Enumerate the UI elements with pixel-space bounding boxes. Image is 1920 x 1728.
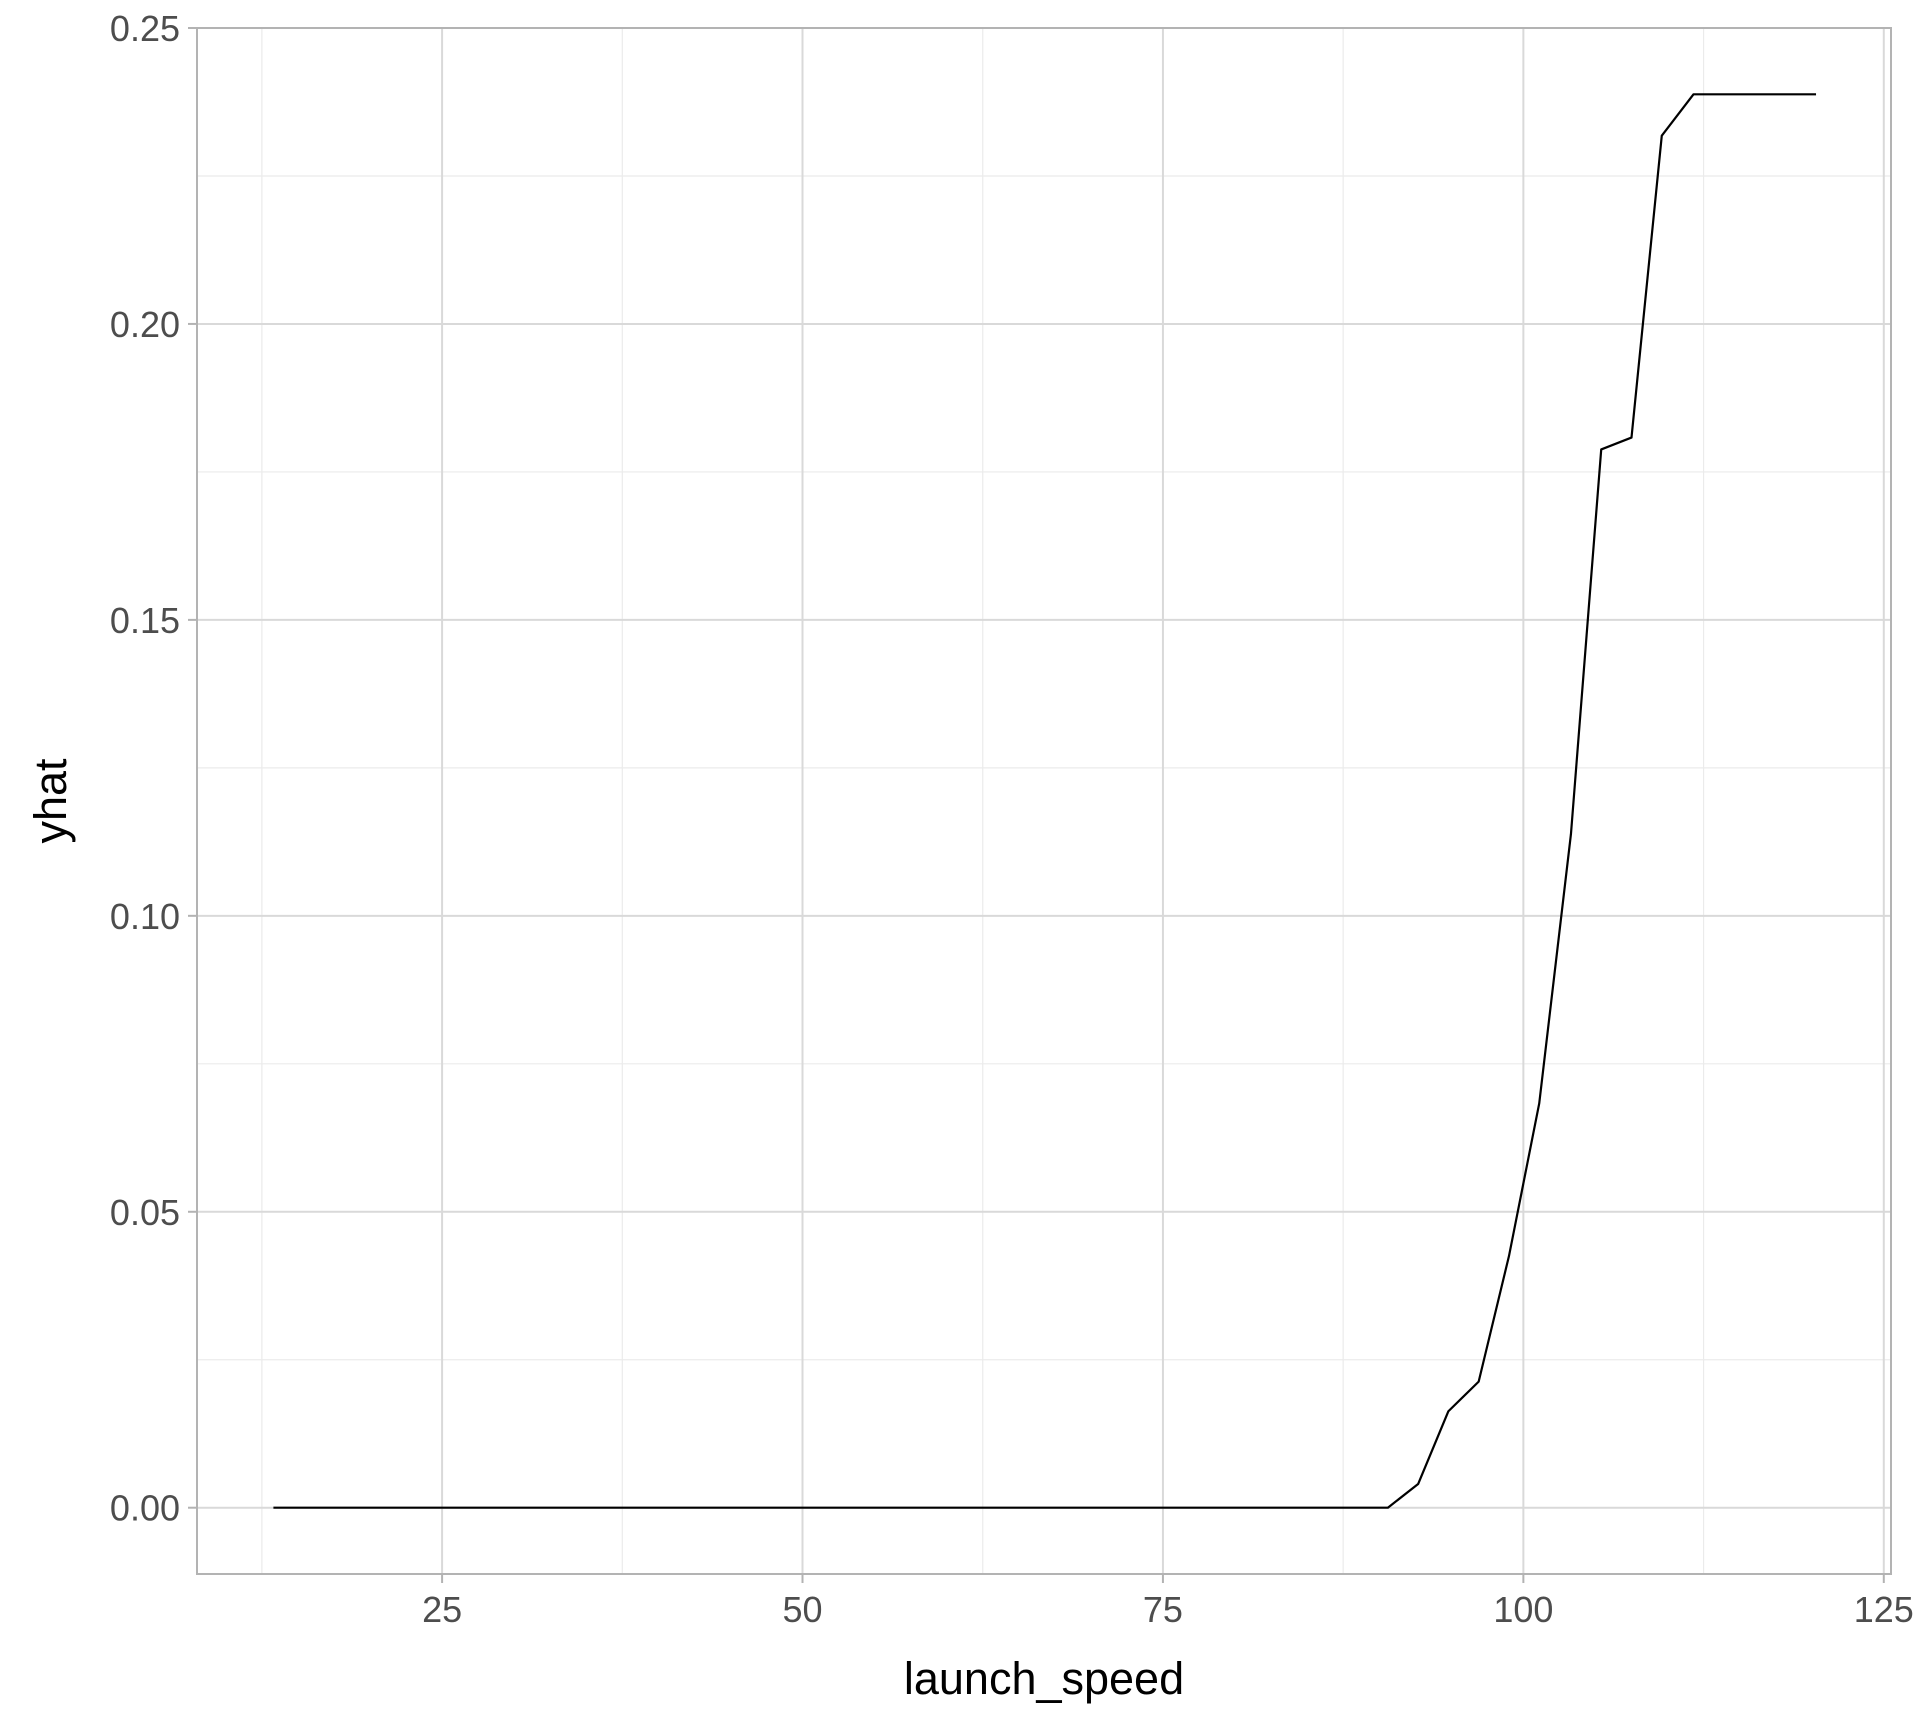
x-tick-label-4: 125: [1854, 1589, 1914, 1630]
y-tick-labels: 0.00 0.05 0.10 0.15 0.20 0.25: [110, 8, 180, 1529]
series-layer: [273, 93, 1817, 1509]
y-tick-label-1: 0.05: [110, 1192, 180, 1233]
y-tick-label-4: 0.20: [110, 304, 180, 345]
grid-minor: [197, 28, 1891, 1574]
x-tick-label-2: 75: [1143, 1589, 1183, 1630]
y-tick-label-0: 0.00: [110, 1488, 180, 1529]
x-tick-label-3: 100: [1493, 1589, 1553, 1630]
x-tick-label-0: 25: [422, 1589, 462, 1630]
x-tick-label-1: 50: [782, 1589, 822, 1630]
axis-ticks: [188, 27, 1885, 1583]
x-axis-title: launch_speed: [904, 1653, 1184, 1704]
y-tick-label-3: 0.15: [110, 600, 180, 641]
series-line-0: [273, 93, 1817, 1509]
y-axis-title: yhat: [25, 758, 76, 844]
panel-border: [196, 27, 1892, 1575]
y-tick-label-5: 0.25: [110, 8, 180, 49]
y-tick-label-2: 0.10: [110, 896, 180, 937]
grid-major: [197, 27, 1891, 1574]
x-tick-labels: 25 50 75 100 125: [422, 1589, 1914, 1630]
